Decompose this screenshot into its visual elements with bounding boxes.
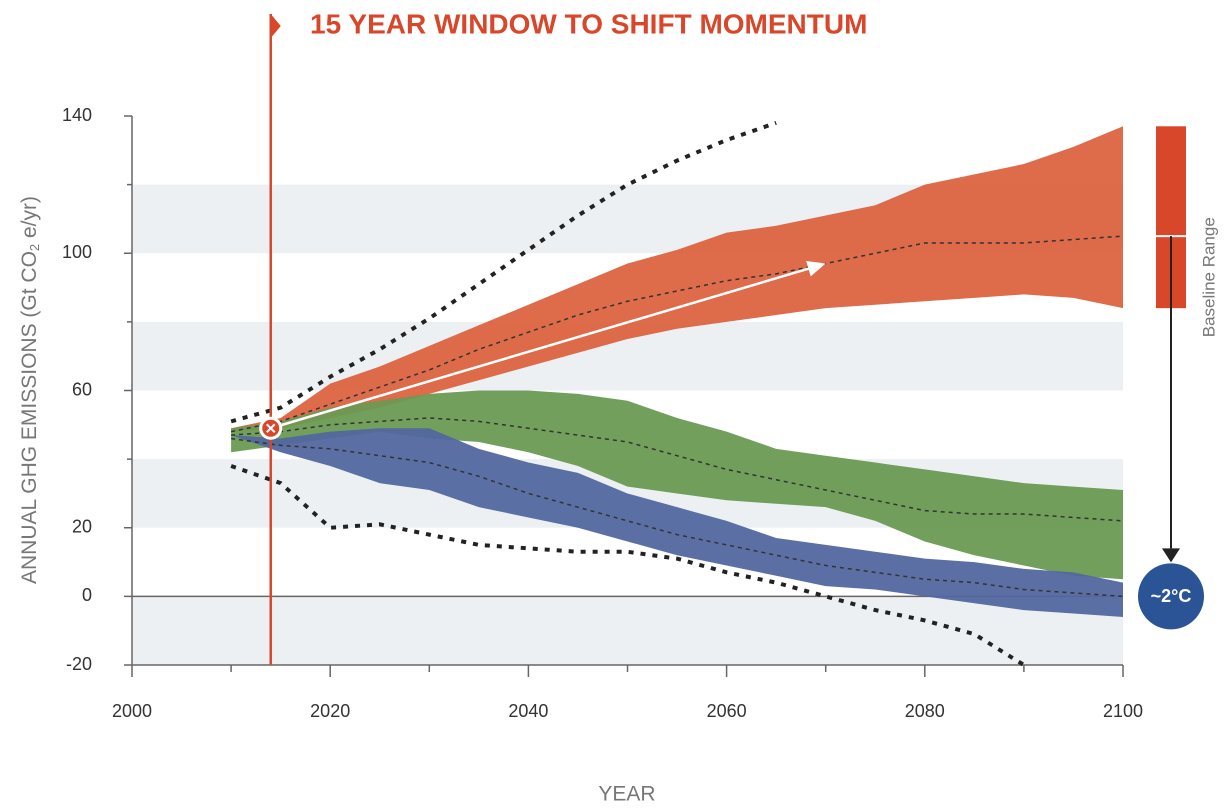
x-tick-label: 2000 xyxy=(112,701,152,721)
band-area xyxy=(231,390,1124,580)
x-tick-label: 2100 xyxy=(1103,701,1143,721)
y-axis-label-part: e/yr) xyxy=(18,196,41,244)
baseline-label: Baseline Range xyxy=(1199,217,1218,337)
start-marker-x xyxy=(266,423,276,433)
x-axis-label: YEAR xyxy=(598,783,655,806)
x-tick-label: 2040 xyxy=(508,701,548,721)
trend-arrow xyxy=(270,266,813,430)
x-tick-label: 2060 xyxy=(707,701,747,721)
bound-line xyxy=(230,120,777,424)
y-axis-label-part: ANNUAL GHG EMISSIONS (Gt CO xyxy=(18,251,41,584)
target-circle xyxy=(1138,563,1204,630)
y-tick-label: 0 xyxy=(82,585,92,605)
median-line xyxy=(230,437,1124,598)
y-tick-label: 100 xyxy=(62,242,92,262)
band-area xyxy=(231,428,1124,617)
y-axis-label-sub: 2 xyxy=(27,244,42,251)
reduction-arrow-head xyxy=(1162,548,1180,563)
grid-band xyxy=(132,596,1123,665)
x-tick-label: 2020 xyxy=(310,701,350,721)
x-tick-label: 2080 xyxy=(905,701,945,721)
trend-arrow-head xyxy=(806,260,826,277)
y-tick-label: 60 xyxy=(72,379,92,399)
target-label: ~2°C xyxy=(1151,586,1192,606)
y-tick-label: -20 xyxy=(66,654,92,674)
chart-title: 15 YEAR WINDOW TO SHIFT MOMENTUM xyxy=(310,8,867,39)
median-line xyxy=(230,235,1124,433)
window-flag xyxy=(270,14,281,38)
y-tick-label: 20 xyxy=(72,517,92,537)
y-tick-label: 140 xyxy=(62,105,92,125)
band-area xyxy=(231,126,1124,432)
y-axis-label: ANNUAL GHG EMISSIONS (Gt CO2 e/yr) xyxy=(18,196,43,584)
median-line xyxy=(231,417,1124,522)
